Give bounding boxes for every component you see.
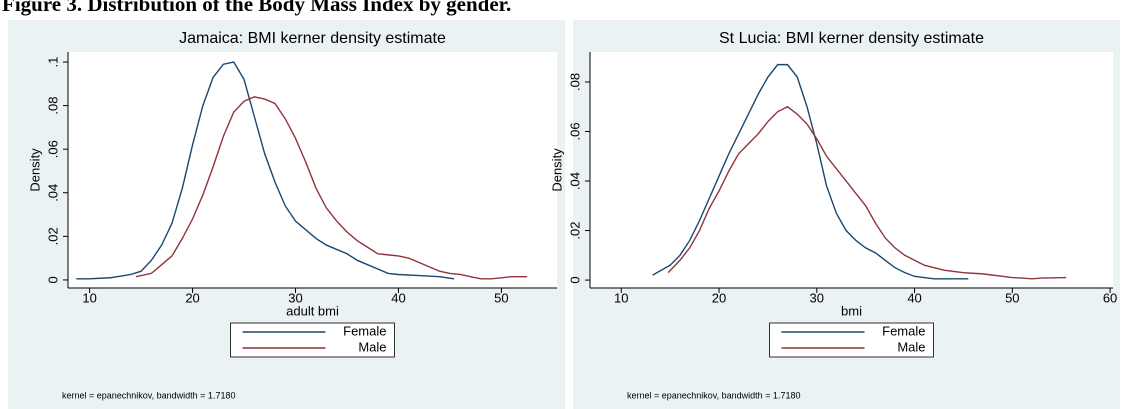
- y-tick-label: .02: [567, 222, 582, 240]
- x-tick-label: 30: [810, 290, 824, 305]
- legend-label: Female: [882, 323, 925, 338]
- note: kernel = epanechnikov, bandwidth = 1.718…: [62, 390, 235, 400]
- y-tick-label: 0: [45, 276, 60, 283]
- x-tick-label: 40: [391, 290, 405, 305]
- legend-box: [230, 322, 395, 358]
- y-tick-label: .04: [567, 172, 582, 190]
- x-tick-label: 10: [82, 290, 96, 305]
- y-tick-label: .04: [45, 184, 60, 202]
- density-line: [667, 105, 1067, 280]
- x-axis-label: bmi: [841, 303, 862, 318]
- x-tick-label: 20: [712, 290, 726, 305]
- legend-label: Male: [358, 339, 386, 354]
- figure-title: Figure 3. Distribution of the Body Mass …: [2, 0, 511, 16]
- y-tick-label: .08: [567, 73, 582, 91]
- x-tick-label: 50: [1005, 290, 1019, 305]
- chart-title: St Lucia: BMI kerner density estimate: [719, 30, 984, 47]
- chart-title: Jamaica: BMI kerner density estimate: [179, 30, 446, 47]
- y-tick-label: .06: [567, 122, 582, 140]
- y-tick-label: .02: [45, 227, 60, 245]
- y-axis-label: Density: [27, 148, 42, 192]
- note: kernel = epanechnikov, bandwidth = 1.718…: [627, 390, 800, 400]
- plot-area: [68, 52, 557, 288]
- legend-label: Male: [897, 339, 925, 354]
- x-axis-label: adult bmi: [286, 303, 339, 318]
- density-line: [76, 61, 455, 280]
- density-line: [135, 96, 528, 280]
- y-tick-label: .1: [45, 57, 60, 68]
- legend-box: [769, 322, 934, 358]
- x-tick-label: 40: [907, 290, 921, 305]
- x-tick-label: 50: [494, 290, 508, 305]
- x-tick-label: 10: [614, 290, 628, 305]
- x-tick-label: 60: [1103, 290, 1117, 305]
- plot-area: [590, 52, 1113, 288]
- y-axis-label: Density: [549, 148, 564, 192]
- legend-label: Female: [343, 323, 386, 338]
- x-tick-label: 20: [185, 290, 199, 305]
- x-tick-label: 30: [288, 290, 302, 305]
- y-tick-label: .06: [45, 140, 60, 158]
- y-tick-label: .08: [45, 97, 60, 115]
- density-line: [652, 63, 969, 280]
- y-tick-label: 0: [567, 276, 582, 283]
